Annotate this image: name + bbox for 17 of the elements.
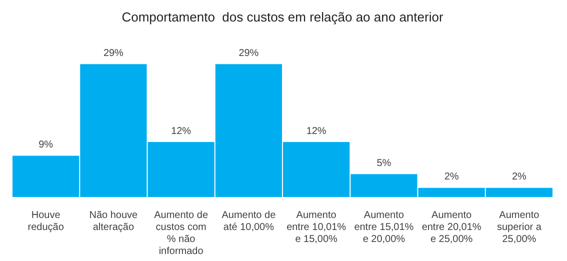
x-tick-label: Aumento entre 10,01% e 15,00%: [286, 210, 346, 245]
x-tick-label: Aumento de até 10,00%: [222, 210, 276, 233]
x-tick-label: Aumento de custos com % não informado: [154, 210, 208, 257]
data-label: 5%: [376, 158, 392, 169]
data-label: 12%: [306, 126, 326, 137]
data-label: 12%: [171, 126, 192, 137]
x-tick-label: Aumento entre 20,01% e 25,00%: [422, 210, 482, 245]
x-tick-label: Não houve alteração: [89, 210, 138, 233]
data-label: 9%: [38, 140, 54, 151]
x-tick-label: Houve redução: [28, 210, 64, 233]
data-label: 29%: [238, 48, 259, 59]
data-label: 2%: [512, 172, 527, 183]
data-label: 29%: [103, 48, 124, 59]
chart-title: Comportamento dos custos em relação ao ano anterior: [122, 9, 444, 24]
x-tick-label: Aumento superior a 25,00%: [496, 210, 542, 245]
x-tick-label: Aumento entre 15,01% e 20,00%: [354, 210, 414, 245]
data-label: 2%: [444, 172, 459, 183]
